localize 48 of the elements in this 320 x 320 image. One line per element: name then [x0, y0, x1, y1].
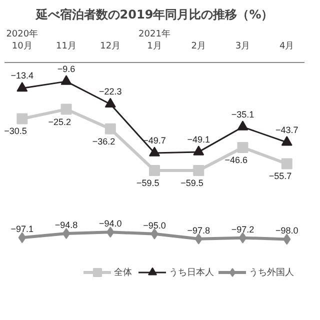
data-label: −49.1	[187, 134, 210, 144]
point	[104, 123, 116, 134]
point	[237, 142, 248, 153]
data-label: −97.1	[10, 224, 34, 234]
legend-label: うち日本人	[169, 266, 214, 278]
x-tick-label: 12月	[100, 42, 121, 52]
data-label: −95.0	[143, 220, 166, 230]
point	[60, 75, 72, 85]
data-label: −30.5	[4, 126, 27, 136]
point	[60, 104, 72, 115]
x-tick-label: 4月	[279, 42, 294, 52]
data-label: −59.5	[180, 178, 204, 188]
data-label: −97.2	[231, 224, 254, 234]
data-label: −36.2	[92, 136, 116, 146]
x-tick-label: 11月	[56, 42, 76, 52]
x-tick-label: 2020年 10月	[6, 28, 38, 52]
point	[104, 98, 116, 108]
point	[281, 136, 292, 146]
x-tick-label: 3月	[235, 42, 250, 52]
x-tick-label: 2021年 1月	[138, 28, 170, 52]
data-label: −25.2	[48, 116, 72, 127]
data-label: −94.8	[54, 220, 78, 230]
data-label: −59.5	[136, 178, 160, 188]
x-tick-label: 2月	[191, 42, 206, 52]
point	[193, 165, 204, 176]
point	[62, 228, 70, 240]
data-label: −13.4	[10, 70, 34, 81]
data-label: −35.1	[231, 109, 254, 120]
data-label: −46.6	[224, 154, 248, 165]
point	[281, 158, 292, 170]
data-label: −55.7	[268, 171, 292, 182]
point	[149, 146, 160, 156]
point	[16, 113, 28, 124]
point	[238, 232, 247, 244]
data-label: −94.0	[98, 218, 122, 229]
data-label: −98.0	[275, 226, 298, 236]
data-label: −9.6	[57, 64, 76, 74]
data-label: −22.3	[98, 86, 122, 97]
point	[193, 146, 204, 156]
data-label: −43.7	[275, 124, 298, 135]
point	[16, 82, 28, 92]
legend-label: うち外国人	[249, 266, 294, 278]
data-label: −49.7	[143, 136, 166, 146]
chart-title: 延べ宿泊者数の2019年同月比の推移（%）	[34, 8, 274, 22]
data-label: −97.8	[187, 225, 210, 236]
legend-label: 全体	[114, 266, 133, 278]
point	[149, 165, 160, 176]
point	[237, 120, 248, 130]
